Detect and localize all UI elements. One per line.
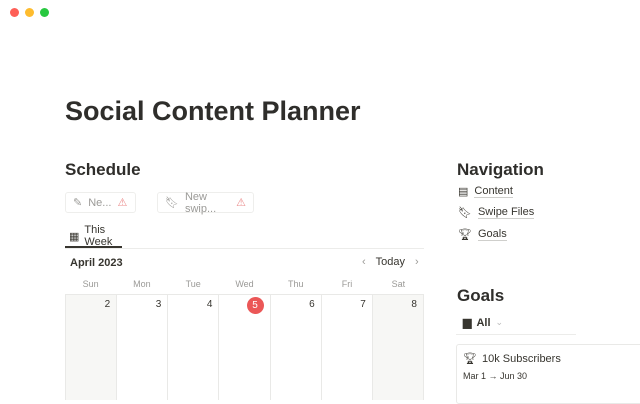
page-title: Social Content Planner [65, 96, 361, 126]
minimize-button[interactable] [25, 8, 34, 17]
goal-title: 10k Subscribers [481, 352, 561, 365]
maximize-button[interactable] [40, 8, 49, 17]
warning-icon: ⚠ [117, 197, 128, 209]
button-label: Ne... [88, 196, 112, 209]
new-swipe-button[interactable]: 🔖︎ New swip... ⚠ [157, 190, 254, 215]
day-number: 7 [360, 299, 366, 310]
day-cell[interactable]: 3 [117, 295, 169, 400]
day-number: 6 [309, 299, 315, 310]
day-number: 4 [206, 299, 213, 310]
calendar-icon: ▦ [69, 230, 80, 243]
day-cell[interactable]: 8 [372, 295, 424, 400]
trophy-icon: 🏆︎ [463, 353, 477, 365]
weekday: Sun [82, 279, 99, 289]
day-cell[interactable]: 4 [168, 295, 220, 400]
nav-item-content[interactable]: ▤ Content [458, 185, 513, 198]
calendar-week: 2 3 4 5 6 7 8 [65, 294, 424, 400]
tab-label: This Week [84, 224, 113, 248]
bookmark-icon: 🔖︎ [458, 207, 472, 219]
close-button[interactable] [10, 8, 19, 17]
day-cell[interactable]: 6 [271, 295, 322, 400]
today-badge: 5 [246, 297, 264, 314]
weekday: Wed [235, 279, 254, 289]
weekday: Mon [133, 279, 151, 289]
day-cell[interactable]: 2 [66, 295, 118, 400]
weekday-header: Sun Mon Tue Wed Thu Fri Sat [65, 279, 424, 289]
archive-icon: ▆ [463, 317, 472, 329]
weekday: Thu [288, 279, 304, 289]
warning-icon: ⚠ [236, 197, 246, 209]
chevron-left-icon[interactable]: ‹ [362, 256, 366, 268]
day-cell[interactable]: 7 [322, 295, 373, 400]
nav-item-goals[interactable]: 🏆︎ Goals [458, 228, 507, 241]
filter-label: All [476, 316, 491, 329]
divider [65, 248, 424, 249]
divider [456, 334, 576, 335]
edit-icon: ✎ [73, 197, 83, 209]
weekday: Sat [391, 279, 406, 289]
calendar-nav: ‹ Today › [362, 256, 419, 268]
window-controls [10, 8, 49, 17]
calendar-month: April 2023 [70, 257, 123, 269]
trophy-icon: 🏆︎ [458, 229, 472, 241]
nav-label: Content [474, 185, 513, 198]
weekday: Fri [341, 279, 353, 289]
new-content-button[interactable]: ✎ Ne... ⚠ [65, 192, 136, 213]
tab-this-week[interactable]: ▦ This Week [65, 224, 122, 248]
navigation-heading: Navigation [457, 160, 544, 179]
day-number: 3 [155, 299, 162, 310]
window-icon: ▤ [458, 186, 469, 198]
chevron-right-icon[interactable]: › [415, 256, 419, 268]
goal-dates: Mar 1 → Jun 30 [463, 371, 528, 381]
bookmark-icon: 🔖︎ [165, 197, 179, 209]
weekday: Tue [185, 279, 201, 289]
goals-heading: Goals [457, 286, 505, 305]
schedule-heading: Schedule [65, 160, 141, 179]
button-label: New swip... [184, 190, 217, 215]
goals-filter[interactable]: ▆ All ⌄ [463, 316, 504, 330]
today-button[interactable]: Today [375, 256, 406, 268]
day-number: 8 [411, 299, 417, 310]
nav-label: Goals [477, 228, 507, 241]
goal-card[interactable]: 🏆︎ 10k Subscribers Mar 1 → Jun 30 [456, 344, 640, 404]
day-number: 2 [104, 299, 111, 310]
chevron-down-icon: ⌄ [495, 317, 504, 327]
day-cell-today[interactable]: 5 [219, 295, 271, 400]
nav-label: Swipe Files [477, 206, 535, 219]
nav-item-swipe-files[interactable]: 🔖︎ Swipe Files [458, 206, 535, 219]
